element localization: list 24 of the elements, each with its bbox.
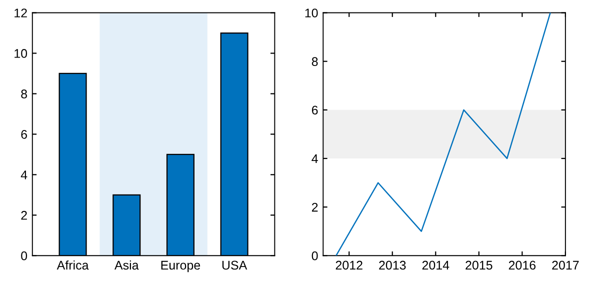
x-tick-label: Africa <box>56 260 89 270</box>
y-tick-label: 8 <box>312 57 318 66</box>
x-tick-label: 2015 <box>466 260 492 270</box>
y-tick-label: 0 <box>21 251 28 260</box>
line-series <box>336 12 551 256</box>
y-tick-label: 6 <box>312 106 318 115</box>
y-tick-label: 6 <box>21 130 27 139</box>
y-tick-label: 12 <box>14 8 27 18</box>
y-tick-label: 4 <box>20 170 28 180</box>
y-tick-label: 2 <box>21 210 27 220</box>
x-tick-label: 2012 <box>336 260 362 270</box>
y-tick-label: 10 <box>14 49 28 58</box>
x-tick-label: 2014 <box>422 260 450 270</box>
x-tick-label: USA <box>222 260 248 270</box>
y-tick-label: 4 <box>312 154 318 163</box>
x-tick-label: 2017 <box>552 260 579 270</box>
y-tick-label: 10 <box>305 8 318 18</box>
x-tick-label: Asia <box>114 260 139 270</box>
x-tick-label: 2013 <box>379 260 406 270</box>
x-tick-label: Europe <box>161 260 200 272</box>
y-tick-label: 0 <box>312 251 318 260</box>
x-tick-label: 2016 <box>508 260 536 270</box>
y-tick-label: 2 <box>312 202 318 212</box>
y-tick-label: 8 <box>21 90 27 98</box>
